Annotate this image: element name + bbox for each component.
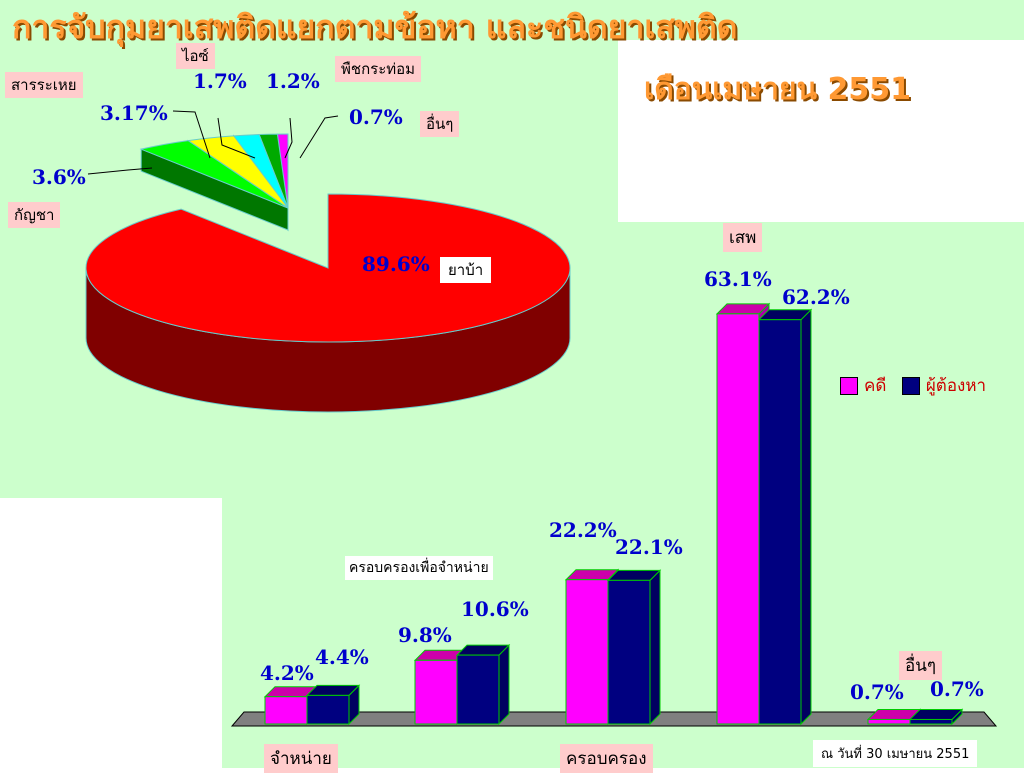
bar-0-2 (565, 579, 609, 725)
pie-value-yaba: 89.6% (362, 252, 430, 276)
pie-leader-line-2 (172, 110, 211, 159)
pie-chart (85, 133, 571, 413)
bar-side-1-3 (800, 308, 812, 726)
pie-value-cannabis: 3.6% (32, 165, 86, 189)
bar-top-1-1 (455, 644, 511, 656)
bar-category-possess-distribute: ครอบครองเพื่อจำหน่าย (345, 556, 493, 580)
bar-value-suspects-4: 0.7% (930, 677, 984, 701)
pie-value-inhalant: 3.17% (100, 101, 168, 125)
bar-top-1-4 (908, 708, 964, 720)
bar-0-0 (264, 696, 308, 725)
footnote: ณ วันที่ 30 เมษายน 2551 (813, 740, 978, 767)
bar-chart (230, 302, 998, 727)
bar-top-1-2 (606, 569, 662, 581)
pie-value-kratom: 1.2% (266, 69, 320, 93)
pie-label-inhalant: สารระเหย (5, 72, 83, 98)
pie-label-ice: ไอซ์ (176, 43, 215, 69)
bar-0-4 (867, 718, 911, 725)
bar-1-2 (607, 579, 651, 725)
legend-swatch-cases (840, 377, 858, 395)
pie-leader-line-3 (217, 117, 256, 159)
pie-label-kratom: พืชกระท่อม (335, 56, 422, 82)
pie-label-cannabis: กัญชา (8, 202, 61, 228)
bar-0-3 (716, 313, 760, 725)
bar-value-cases-3: 63.1% (704, 267, 772, 291)
pie-leader-line-1 (87, 167, 153, 175)
bar-side-1-2 (649, 569, 661, 726)
background-top (0, 0, 1024, 40)
legend-label-cases: คดี (864, 376, 887, 396)
bar-1-3 (758, 319, 802, 725)
pie-slice-1 (139, 140, 289, 209)
bar-category-distribute: จำหน่าย (264, 744, 338, 773)
bar-value-suspects-3: 62.2% (782, 285, 850, 309)
bar-top-1-0 (305, 684, 361, 696)
bar-value-suspects-0: 4.4% (315, 645, 369, 669)
bar-1-0 (306, 694, 350, 725)
bar-legend: คดี ผู้ต้องหา (840, 372, 986, 399)
pie-slice-0 (85, 193, 571, 343)
pie-value-ice: 1.7% (193, 69, 247, 93)
pie-leader-line-5 (299, 115, 339, 159)
bar-value-cases-4: 0.7% (850, 680, 904, 704)
bar-0-1 (414, 659, 458, 725)
pie-leader-line-4 (284, 117, 293, 159)
bar-value-suspects-1: 10.6% (461, 597, 529, 621)
bar-value-cases-0: 4.2% (260, 661, 314, 685)
bar-side-1-1 (498, 643, 510, 726)
page-title: การจับกุมยาเสพติดแยกตามข้อหา และชนิดยาเส… (12, 8, 738, 46)
page-subtitle: เดือนเมษายน 2551 (644, 72, 911, 107)
bar-1-4 (909, 718, 953, 725)
legend-swatch-suspects (901, 377, 920, 395)
pie-label-yaba: ยาบ้า (440, 257, 492, 283)
bar-value-cases-2: 22.2% (549, 518, 617, 542)
legend-label-suspects: ผู้ต้องหา (925, 376, 987, 396)
background-right (618, 222, 1024, 498)
pie-label-others: อื่นๆ (420, 111, 460, 137)
pie-value-others: 0.7% (349, 105, 403, 129)
bar-value-suspects-2: 22.1% (615, 535, 683, 559)
bar-category-use: เสพ (723, 223, 763, 252)
bar-top-1-3 (757, 309, 813, 321)
bar-1-1 (456, 654, 500, 725)
bar-top-0-3 (715, 303, 771, 315)
bar-value-cases-1: 9.8% (398, 623, 452, 647)
pie-leader-lines (87, 110, 339, 175)
bar-category-others: อื่นๆ (899, 651, 942, 680)
bar-category-possess: ครอบครอง (560, 744, 653, 773)
